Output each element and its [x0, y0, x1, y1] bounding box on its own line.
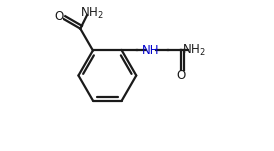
- Text: NH: NH: [142, 44, 159, 57]
- Text: O: O: [54, 10, 64, 23]
- Text: O: O: [176, 69, 186, 82]
- Text: NH$_2$: NH$_2$: [80, 6, 104, 21]
- Text: NH$_2$: NH$_2$: [182, 43, 206, 58]
